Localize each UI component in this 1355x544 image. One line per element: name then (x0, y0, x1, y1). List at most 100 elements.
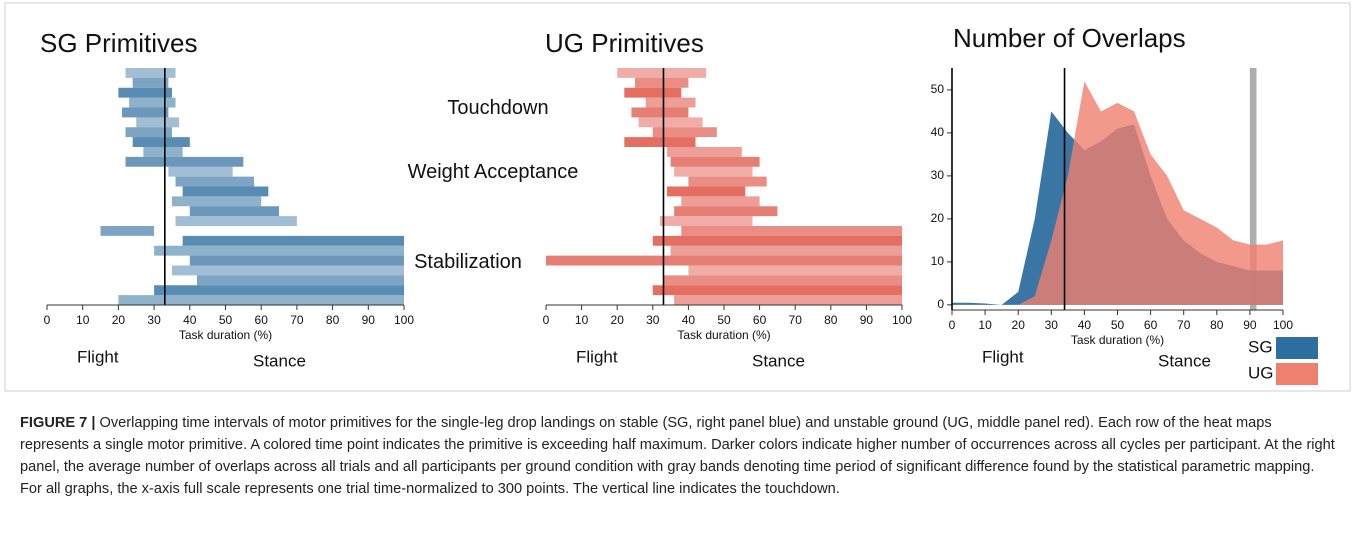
y-tick-label: 50 (931, 82, 945, 96)
x-tick-label: 70 (1177, 318, 1191, 332)
primitive-row (667, 147, 742, 157)
x-tick-label: 0 (543, 313, 550, 327)
x-tick-label: 70 (290, 313, 304, 327)
caption-text: Overlapping time intervals of motor prim… (20, 415, 1335, 497)
y-tick-label: 10 (931, 254, 945, 268)
primitive-row (670, 245, 902, 256)
y-tick-label: 30 (931, 168, 945, 182)
phase-label: Weight Acceptance (407, 161, 579, 183)
x-tick-label: 50 (717, 313, 731, 327)
primitive-row (196, 275, 404, 286)
x-tick-label: 30 (646, 313, 660, 327)
primitive-row (624, 87, 682, 98)
phase-annotation: Flight (576, 347, 618, 366)
primitive-row (652, 127, 717, 138)
x-axis-label: Task duration (%) (1071, 333, 1164, 347)
primitive-row (670, 156, 760, 167)
chart-title: UG Primitives (545, 28, 704, 58)
phase-annotation: Stance (752, 351, 805, 370)
primitive-row (652, 235, 902, 246)
primitive-row (171, 196, 262, 207)
x-tick-label: 90 (362, 313, 376, 327)
primitive-row (667, 186, 746, 197)
primitive-row (688, 176, 767, 187)
primitive-row (125, 156, 244, 167)
primitive-row (631, 107, 689, 118)
primitive-row (674, 295, 902, 305)
x-tick-label: 50 (219, 313, 233, 327)
caption: FIGURE 7 | Overlapping time intervals of… (20, 412, 1338, 500)
primitive-row (659, 216, 753, 226)
primitive-row (189, 206, 280, 217)
x-axis-label: Task duration (%) (677, 328, 770, 342)
x-tick-label: 0 (949, 318, 956, 332)
primitive-row (132, 137, 190, 147)
x-tick-label: 80 (326, 313, 340, 327)
primitive-row (168, 166, 233, 177)
x-axis-label: Task duration (%) (179, 328, 272, 342)
primitive-row (663, 275, 902, 286)
primitive-row (688, 265, 902, 276)
caption-label: FIGURE 7 | (20, 415, 96, 431)
x-tick-label: 60 (753, 313, 767, 327)
chart-title: SG Primitives (40, 28, 197, 58)
x-tick-label: 100 (1273, 318, 1293, 332)
primitive-row (154, 245, 404, 256)
primitive-row (175, 176, 255, 187)
primitive-row (674, 206, 778, 217)
x-tick-label: 50 (1111, 318, 1125, 332)
x-tick-label: 40 (183, 313, 197, 327)
primitive-row (132, 77, 169, 88)
primitive-row (681, 226, 902, 236)
figure-frame (4, 2, 1351, 392)
primitive-row (125, 68, 176, 78)
x-tick-label: 90 (860, 313, 874, 327)
x-tick-label: 20 (112, 313, 126, 327)
primitive-row (681, 196, 760, 207)
phase-annotation: Stance (1158, 351, 1211, 370)
x-tick-label: 10 (978, 318, 992, 332)
x-tick-label: 10 (575, 313, 589, 327)
y-tick-label: 0 (937, 297, 944, 311)
significance-band (1249, 68, 1257, 310)
legend-swatch (1276, 337, 1318, 359)
primitive-row (182, 186, 269, 197)
primitive-row (645, 97, 696, 108)
x-tick-label: 0 (44, 313, 51, 327)
legend-label: UG (1248, 363, 1274, 382)
primitive-row (118, 295, 405, 305)
phase-label: Touchdown (447, 97, 549, 119)
primitive-row (546, 255, 902, 266)
primitive-row (121, 107, 169, 118)
x-tick-label: 100 (394, 313, 414, 327)
x-tick-label: 80 (824, 313, 838, 327)
primitive-row (171, 265, 404, 276)
x-tick-label: 30 (147, 313, 161, 327)
y-tick-label: 40 (931, 125, 945, 139)
x-tick-label: 90 (1243, 318, 1257, 332)
primitive-row (674, 166, 753, 177)
phase-annotation: Flight (982, 347, 1024, 366)
primitive-row (175, 216, 297, 226)
x-tick-label: 100 (892, 313, 912, 327)
primitive-row (143, 147, 183, 157)
primitive-row (100, 226, 155, 236)
x-tick-label: 20 (611, 313, 625, 327)
chart-title: Number of Overlaps (953, 23, 1186, 53)
phase-label: Stabilization (414, 251, 522, 273)
x-tick-label: 40 (682, 313, 696, 327)
x-tick-label: 70 (789, 313, 803, 327)
primitive-row (118, 87, 172, 98)
primitive-row (125, 127, 172, 138)
overlap-area (952, 81, 1283, 305)
phase-annotation: Stance (253, 351, 306, 370)
x-tick-label: 80 (1210, 318, 1224, 332)
x-tick-label: 10 (76, 313, 90, 327)
primitive-row (617, 68, 707, 78)
primitive-row (154, 285, 404, 296)
x-tick-label: 20 (1012, 318, 1026, 332)
x-tick-label: 60 (1144, 318, 1158, 332)
legend-label: SG (1248, 337, 1273, 356)
